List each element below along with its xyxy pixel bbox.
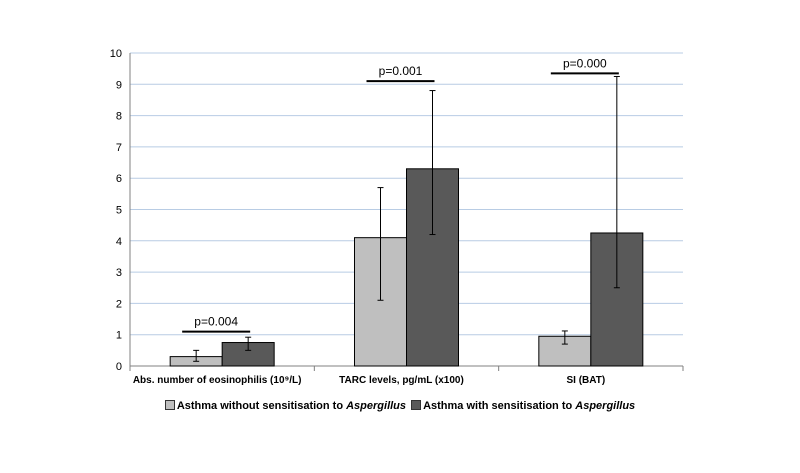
y-tick-label-1: 1 <box>116 330 122 342</box>
y-tick-label-9: 9 <box>116 79 122 91</box>
legend-label-with: Asthma with sensitisation to <box>423 400 576 412</box>
y-tick-label-3: 3 <box>116 267 122 279</box>
y-tick-label-6: 6 <box>116 173 122 185</box>
p-value-label-2: p=0.000 <box>563 56 607 70</box>
x-category-label-0: Abs. number of eosinophilis (10⁹/L) <box>133 375 302 386</box>
annotations: p=0.004 p=0.001 p=0.000 <box>182 56 619 333</box>
legend-item-with: Asthma with sensitisation to Aspergillus <box>411 400 635 412</box>
y-tick-label-0: 0 <box>116 361 122 373</box>
y-tick-label-7: 7 <box>116 142 122 154</box>
legend: Asthma without sensitisation to Aspergil… <box>0 400 800 412</box>
legend-swatch-without <box>164 400 175 410</box>
legend-swatch-with <box>411 400 422 410</box>
x-category-label-1: TARC levels, pg/mL (x100) <box>339 375 464 386</box>
legend-label-without: Asthma without sensitisation to <box>176 400 347 412</box>
p-value-label-1: p=0.001 <box>379 64 423 78</box>
legend-item-without: Asthma without sensitisation to Aspergil… <box>164 400 407 412</box>
bar-chart: p=0.004 p=0.001 p=0.000 0 1 2 3 4 5 6 7 8 9 10 Abs. n… <box>110 48 684 386</box>
p-value-label-0: p=0.004 <box>194 315 238 329</box>
bars <box>169 168 644 367</box>
y-tick-label-8: 8 <box>116 111 122 123</box>
x-category-label-2: SI (BAT) <box>566 375 605 386</box>
y-tick-label-4: 4 <box>116 236 122 248</box>
y-tick-label-2: 2 <box>116 298 122 310</box>
legend-italic-with: Aspergillus <box>575 400 636 412</box>
y-tick-label-5: 5 <box>116 205 122 217</box>
error-bars <box>193 75 620 362</box>
legend-italic-without: Aspergillus <box>346 400 407 412</box>
labels: 0 1 2 3 4 5 6 7 8 9 10 Abs. number of eosinophilis … <box>110 48 605 386</box>
y-tick-label-10: 10 <box>110 48 122 60</box>
